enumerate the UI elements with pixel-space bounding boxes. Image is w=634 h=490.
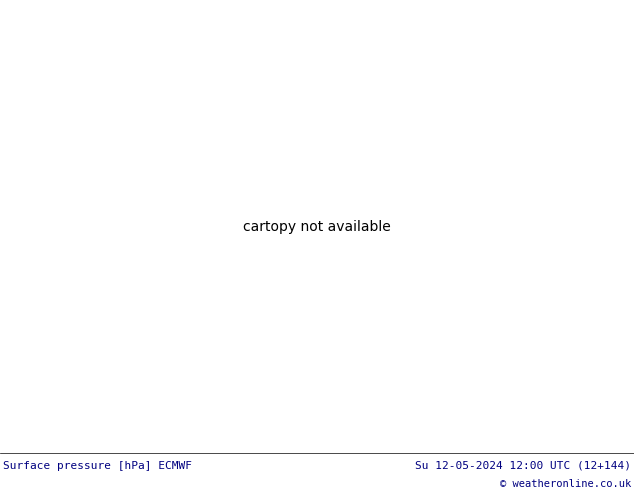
Text: Su 12-05-2024 12:00 UTC (12+144): Su 12-05-2024 12:00 UTC (12+144) bbox=[415, 461, 631, 471]
Text: Surface pressure [hPa] ECMWF: Surface pressure [hPa] ECMWF bbox=[3, 461, 192, 471]
Text: cartopy not available: cartopy not available bbox=[243, 220, 391, 234]
Text: © weatheronline.co.uk: © weatheronline.co.uk bbox=[500, 479, 631, 490]
